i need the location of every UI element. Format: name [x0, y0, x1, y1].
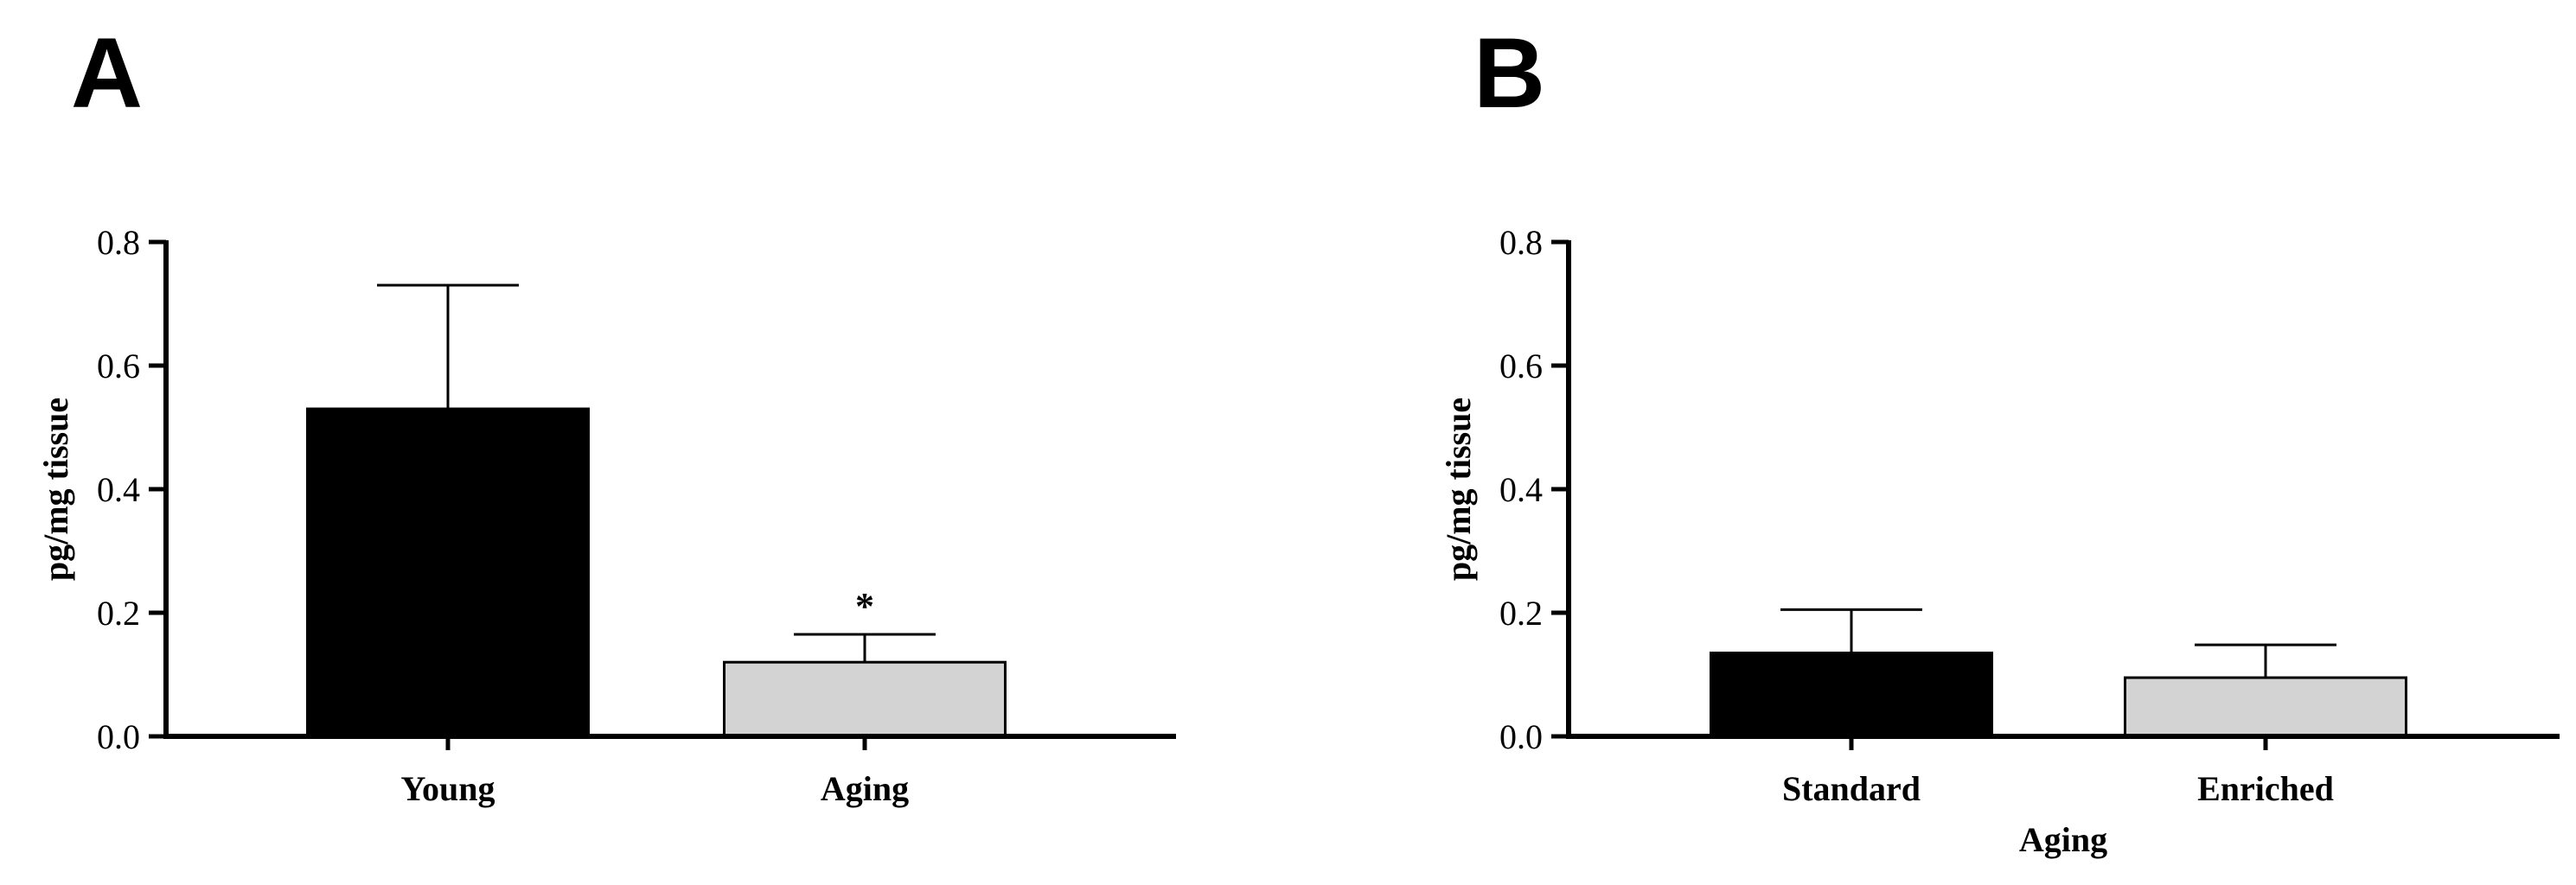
y-tick-label: 0.2 [97, 594, 140, 633]
bar [1710, 651, 1993, 738]
panel-label: A [71, 18, 143, 129]
plot-area: Young * Aging 0.0 0.2 0.4 0.6 0.8 [97, 223, 1176, 808]
y-axis-title: pg/mg tissue [1439, 398, 1478, 581]
x-tick-label: Aging [821, 769, 909, 808]
panel-a: A pg/mg tissue Young * Aging 0.0 0.2 0.4 0.6 0.… [36, 18, 1176, 808]
y-tick-label: 0.2 [1499, 594, 1543, 633]
y-tick-label: 0.8 [1499, 223, 1543, 262]
x-tick-label: Young [401, 769, 495, 808]
y-tick-label: 0.4 [97, 470, 140, 509]
y-tick-label: 0.6 [1499, 347, 1543, 385]
y-tick-label: 0.0 [1499, 717, 1543, 756]
y-axis-title: pg/mg tissue [36, 398, 75, 581]
x-tick-label: Standard [1782, 769, 1921, 808]
y-tick-label: 0.8 [97, 223, 140, 262]
y-tick-label: 0.0 [97, 717, 140, 756]
panel-label: B [1473, 18, 1545, 129]
x-axis-title: Aging [2019, 820, 2107, 859]
bar [306, 407, 590, 738]
y-tick-label: 0.6 [97, 347, 140, 385]
bar [2124, 676, 2407, 738]
y-tick-label: 0.4 [1499, 470, 1543, 509]
x-tick-label: Enriched [2197, 769, 2334, 808]
bar [723, 660, 1007, 738]
panel-b: B pg/mg tissue Aging Standard Enriched 0.0… [1439, 18, 2560, 859]
significance-marker: * [855, 585, 874, 627]
plot-area: Standard Enriched 0.0 0.2 0.4 0.6 0.8 [1499, 223, 2560, 808]
